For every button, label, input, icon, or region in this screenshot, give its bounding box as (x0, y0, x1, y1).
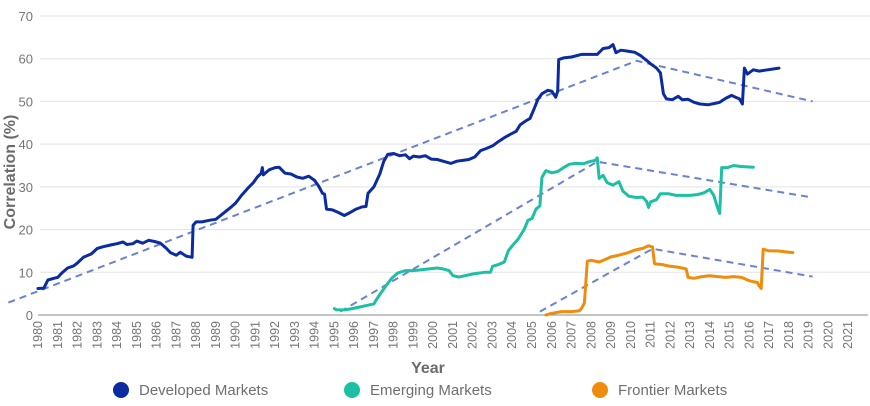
x-tick-label: 2019 (802, 321, 816, 349)
x-tick-label: 1992 (268, 321, 282, 349)
x-tick-label: 1999 (406, 321, 420, 349)
emerging-markets-series-line (332, 156, 755, 312)
x-tick-label: 1995 (327, 321, 341, 349)
x-tick-label: 1984 (110, 321, 124, 349)
x-tick-label: 2005 (525, 321, 539, 349)
x-tick-label: 1993 (288, 321, 302, 349)
legend-swatch-icon (113, 382, 129, 398)
x-axis-ticks: 1980 1981 1982 1983 1984 1985 1986 1987 1988 1989… (31, 321, 855, 349)
y-tick-label: 70 (19, 9, 33, 24)
x-tick-label: 1989 (209, 321, 223, 349)
x-tick-label: 2013 (683, 321, 697, 349)
y-tick-label: 60 (19, 52, 33, 67)
developed-markets-series-line (36, 43, 781, 290)
x-tick-label: 1988 (189, 321, 203, 349)
legend-item-emerging-markets: Emerging Markets (344, 382, 492, 399)
emerging-markets-trend-line (339, 160, 813, 313)
x-tick-label: 2004 (505, 321, 519, 349)
legend-label: Frontier Markets (618, 382, 727, 399)
x-tick-label: 1980 (31, 321, 45, 349)
x-tick-label: 2012 (663, 321, 677, 349)
developed-markets-trend-line (8, 59, 813, 304)
x-tick-label: 1986 (150, 321, 164, 349)
x-tick-label: 1990 (229, 321, 243, 349)
x-tick-label: 2001 (446, 321, 460, 349)
x-tick-label: 2016 (742, 321, 756, 349)
y-axis-title: Correlation (%) (2, 115, 19, 230)
x-tick-label: 2009 (604, 321, 618, 349)
x-tick-label: 2015 (723, 321, 737, 349)
legend-label: Emerging Markets (370, 382, 492, 399)
y-tick-label: 50 (19, 94, 33, 109)
x-tick-label: 1987 (169, 321, 183, 349)
gridlines (40, 15, 870, 273)
x-axis-title: Year (411, 360, 445, 377)
x-tick-label: 1994 (308, 321, 322, 349)
x-tick-label: 1991 (248, 321, 262, 349)
x-tick-label: 1985 (130, 321, 144, 349)
x-tick-label: 2000 (426, 321, 440, 349)
x-tick-label: 1981 (51, 321, 65, 349)
legend-item-frontier-markets: Frontier Markets (592, 382, 727, 399)
x-tick-label: 1998 (387, 321, 401, 349)
legend: Developed Markets Emerging Markets Frontie… (113, 382, 727, 399)
y-axis-ticks: 0 10 20 30 40 50 60 70 (19, 9, 33, 323)
x-tick-label: 2007 (565, 321, 579, 349)
trend-lines (8, 59, 813, 313)
x-tick-label: 2018 (782, 321, 796, 349)
x-tick-label: 1996 (347, 321, 361, 349)
y-tick-label: 40 (19, 137, 33, 152)
x-tick-label: 2003 (485, 321, 499, 349)
frontier-markets-trend-line (539, 247, 813, 313)
legend-label: Developed Markets (139, 382, 268, 399)
frontier-markets-series-line (544, 244, 795, 317)
x-tick-label: 2008 (584, 321, 598, 349)
y-tick-label: 0 (26, 308, 33, 323)
legend-swatch-icon (344, 382, 360, 398)
x-tick-label: 1983 (90, 321, 104, 349)
y-tick-label: 10 (19, 265, 33, 280)
x-tick-label: 2021 (841, 321, 855, 349)
x-tick-label: 2010 (624, 321, 638, 349)
x-tick-label: 2002 (466, 321, 480, 349)
y-tick-label: 30 (19, 180, 33, 195)
x-tick-label: 2020 (821, 321, 835, 349)
x-tick-label: 1982 (71, 321, 85, 349)
legend-swatch-icon (592, 382, 608, 398)
x-tick-label: 2017 (762, 321, 776, 349)
x-tick-label: 2014 (703, 321, 717, 349)
legend-item-developed-markets: Developed Markets (113, 382, 268, 399)
y-tick-label: 20 (19, 223, 33, 238)
x-tick-label: 2011 (644, 321, 658, 348)
x-tick-label: 1997 (367, 321, 381, 349)
series-lines (36, 43, 795, 317)
x-tick-label: 2006 (545, 321, 559, 349)
